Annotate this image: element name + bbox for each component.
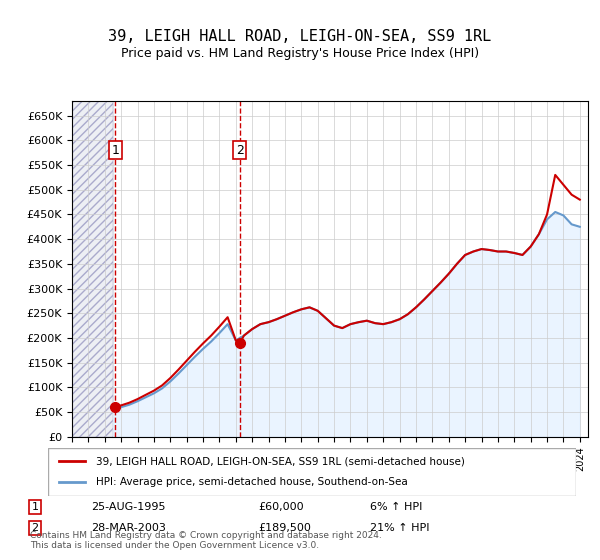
Text: 21% ↑ HPI: 21% ↑ HPI [370, 523, 430, 533]
Text: 2: 2 [236, 144, 244, 157]
Text: 25-AUG-1995: 25-AUG-1995 [91, 502, 166, 512]
Bar [72, 101, 113, 437]
Text: Price paid vs. HM Land Registry's House Price Index (HPI): Price paid vs. HM Land Registry's House … [121, 46, 479, 60]
Text: 39, LEIGH HALL ROAD, LEIGH-ON-SEA, SS9 1RL: 39, LEIGH HALL ROAD, LEIGH-ON-SEA, SS9 1… [109, 29, 491, 44]
Text: 1: 1 [32, 502, 38, 512]
Text: £60,000: £60,000 [259, 502, 304, 512]
Text: HPI: Average price, semi-detached house, Southend-on-Sea: HPI: Average price, semi-detached house,… [95, 477, 407, 487]
Text: 39, LEIGH HALL ROAD, LEIGH-ON-SEA, SS9 1RL (semi-detached house): 39, LEIGH HALL ROAD, LEIGH-ON-SEA, SS9 1… [95, 456, 464, 466]
Text: 6% ↑ HPI: 6% ↑ HPI [370, 502, 422, 512]
Bar [72, 101, 113, 437]
Text: 2: 2 [32, 523, 39, 533]
Text: 28-MAR-2003: 28-MAR-2003 [91, 523, 166, 533]
FancyBboxPatch shape [48, 448, 576, 496]
Text: £189,500: £189,500 [259, 523, 311, 533]
Text: 1: 1 [112, 144, 119, 157]
Text: Contains HM Land Registry data © Crown copyright and database right 2024.
This d: Contains HM Land Registry data © Crown c… [30, 530, 382, 550]
